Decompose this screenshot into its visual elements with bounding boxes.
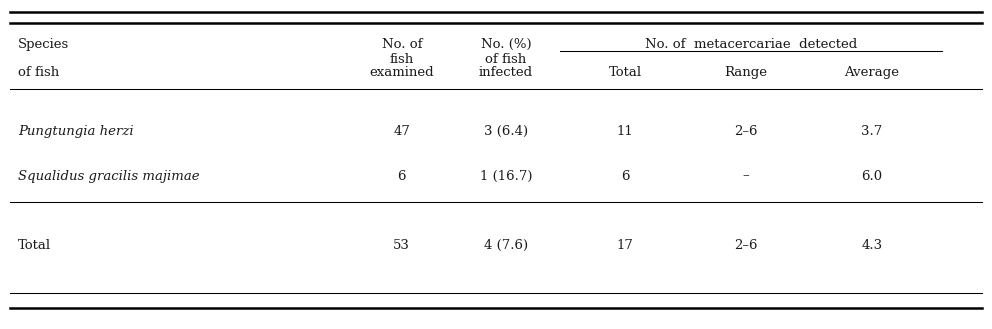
Text: infected: infected [479,66,533,79]
Text: Range: Range [724,66,767,79]
Text: Pungtungia herzi: Pungtungia herzi [18,125,134,138]
Text: No. (%): No. (%) [480,38,532,51]
Text: –: – [742,169,749,183]
Text: 4.3: 4.3 [861,239,883,252]
Text: of fish: of fish [18,66,60,79]
Text: Species: Species [18,38,69,51]
Text: of fish: of fish [485,53,527,66]
Text: Total: Total [608,66,642,79]
Text: 3 (6.4): 3 (6.4) [484,125,528,138]
Text: 1 (16.7): 1 (16.7) [480,169,532,183]
Text: 2–6: 2–6 [734,239,757,252]
Text: 6: 6 [398,169,406,183]
Text: 17: 17 [616,239,634,252]
Text: 11: 11 [617,125,633,138]
Text: 2–6: 2–6 [734,125,757,138]
Text: 47: 47 [393,125,411,138]
Text: examined: examined [369,66,434,79]
Text: 6: 6 [621,169,629,183]
Text: No. of: No. of [382,38,422,51]
Text: Average: Average [844,66,900,79]
Text: fish: fish [390,53,414,66]
Text: 3.7: 3.7 [861,125,883,138]
Text: Squalidus gracilis majimae: Squalidus gracilis majimae [18,169,199,183]
Text: No. of  metacercariae  detected: No. of metacercariae detected [646,38,857,51]
Text: 6.0: 6.0 [861,169,883,183]
Text: 4 (7.6): 4 (7.6) [484,239,528,252]
Text: Total: Total [18,239,51,252]
Text: 53: 53 [393,239,411,252]
